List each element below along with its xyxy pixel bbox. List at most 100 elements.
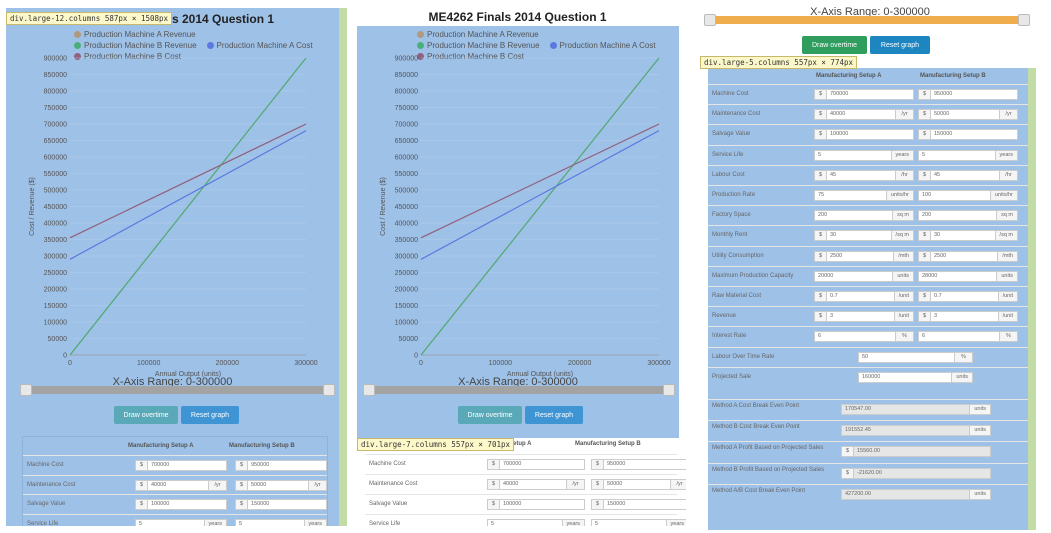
setup-b-input[interactable]: $30/sq m [918, 230, 1018, 242]
form-row: Projected Sale 160000 units [708, 366, 1028, 387]
setup-a-input[interactable]: $3/unit [814, 311, 914, 323]
input-value: 0.7 [934, 293, 942, 299]
setup-a-input[interactable]: $40000/yr [814, 109, 914, 121]
x-range-slider[interactable] [24, 386, 329, 394]
slider-handle-max[interactable] [323, 384, 335, 396]
input-value: 200 [922, 212, 932, 219]
draw-overtime-button[interactable]: Draw overtime [114, 406, 178, 424]
slider-handle-max[interactable] [1018, 14, 1030, 26]
setup-a-input[interactable]: $45/hr [814, 169, 914, 181]
input-prefix: $ [919, 251, 931, 261]
x-axis-label: Annual Output (units) [507, 371, 573, 378]
y-tick-label: 200000 [395, 287, 418, 294]
setup-a-input[interactable]: $0.7/unit [814, 291, 914, 302]
setup-b-input[interactable]: $50000/yr [235, 479, 327, 491]
setup-a-input[interactable]: $700000 [487, 459, 585, 470]
form-row: Service Life 5 years 5 years [365, 514, 686, 526]
input-suffix: /yr [895, 110, 913, 120]
setup-b-input[interactable]: 5 years [591, 519, 686, 526]
setup-b-input[interactable]: 6% [918, 331, 1018, 343]
result-label: Method A Cost Break Even Point [712, 403, 800, 409]
x-range-slider[interactable] [710, 16, 1025, 24]
setup-a-input[interactable]: $2500/mth [814, 250, 914, 262]
slider-handle-min[interactable] [20, 384, 32, 396]
setup-b-input[interactable]: $3/unit [918, 311, 1018, 323]
setup-b-input[interactable]: $2500/mth [918, 250, 1018, 262]
setup-b-input[interactable]: $950000 [918, 89, 1018, 100]
setup-a-input[interactable]: 6% [814, 331, 914, 343]
input-suffix: /yr [999, 110, 1017, 120]
input-value: 3 [934, 313, 938, 320]
setup-a-input[interactable]: 5 years [487, 519, 585, 526]
result-output[interactable]: 170547.00 units [841, 404, 991, 415]
setup-a-input[interactable]: 75 units/hr [814, 190, 914, 201]
legend-item[interactable]: Production Machine A Revenue [417, 30, 539, 39]
draw-overtime-button[interactable]: Draw overtime [802, 36, 867, 54]
field-label: Raw Material Cost [712, 293, 762, 299]
setup-a-input[interactable]: $100000 [135, 499, 227, 510]
setup-a-input[interactable]: $40000/yr [487, 479, 585, 490]
legend-item[interactable]: Production Machine A Revenue [74, 30, 196, 39]
legend-item[interactable]: Production Machine B Revenue [417, 41, 540, 50]
legend-item[interactable]: Production Machine A Cost [206, 41, 313, 50]
setup-b-input[interactable]: $50000/yr [918, 109, 1018, 121]
field-label: Maintenance Cost [712, 111, 761, 118]
result-output[interactable]: 191552.45 units [841, 425, 991, 437]
setup-a-input[interactable]: $700000 [135, 460, 227, 471]
draw-overtime-button[interactable]: Draw overtime [458, 406, 522, 424]
setup-b-input[interactable]: 5 years [235, 518, 327, 526]
shared-input[interactable]: 50% [858, 351, 973, 363]
result-output[interactable]: $15560.00 [841, 446, 991, 458]
result-output[interactable]: $ -21620.00 [841, 467, 991, 479]
reset-graph-button[interactable]: Reset graph [525, 406, 583, 424]
setup-a-input[interactable]: $100000 [814, 129, 914, 141]
setup-b-input[interactable]: $150000 [235, 499, 327, 510]
setup-a-input[interactable]: $700000 [814, 89, 914, 100]
setup-b-input[interactable]: 5 years [918, 149, 1018, 161]
result-output[interactable]: 427200.00 units [841, 488, 991, 500]
x-range-slider[interactable] [367, 386, 669, 394]
legend-item[interactable]: Production Machine B Revenue [74, 41, 197, 50]
setup-a-input[interactable]: 20000 units [814, 270, 914, 282]
setup-b-input[interactable]: 100 units/hr [918, 190, 1018, 201]
setup-b-input[interactable]: 200 sq m [918, 210, 1018, 222]
setup-a-input[interactable]: 5 years [814, 149, 914, 161]
setup-a-input[interactable]: 200 sq m [814, 210, 914, 222]
legend-item[interactable]: Production Machine A Cost [549, 41, 656, 50]
y-tick-label: 400000 [395, 221, 418, 228]
y-tick-label: 750000 [44, 105, 67, 112]
setup-a-input[interactable]: $30/sq m [814, 230, 914, 242]
input-suffix: /yr [670, 480, 686, 489]
legend-item[interactable]: Production Machine B Cost [417, 52, 524, 61]
setup-b-input[interactable]: $150000 [591, 499, 686, 510]
setup-a-input[interactable]: $100000 [487, 499, 585, 510]
series-line-4 [420, 123, 660, 239]
reset-graph-button[interactable]: Reset graph [870, 36, 930, 54]
reset-graph-button[interactable]: Reset graph [181, 406, 239, 424]
slider-handle-min[interactable] [363, 384, 375, 396]
legend-dot-icon [74, 31, 81, 38]
setup-b-input[interactable]: $0.7/unit [918, 291, 1018, 302]
setup-b-input[interactable]: $50000/yr [591, 479, 686, 490]
setup-b-input[interactable]: 28000 units [918, 270, 1018, 282]
form-row: Machine Cost $700000 $950000 [708, 84, 1028, 104]
setup-b-input[interactable]: $950000 [235, 460, 327, 471]
setup-a-input[interactable]: 5 years [135, 518, 227, 526]
setup-a-input[interactable]: $40000/yr [135, 479, 227, 491]
shared-input[interactable]: 160000 units [858, 371, 973, 383]
legend-item[interactable]: Production Machine B Cost [74, 52, 181, 61]
input-value: 40000 [503, 481, 519, 487]
setup-a-header: Manufacturing Setup A [128, 443, 194, 449]
input-value: 950000 [934, 91, 953, 97]
setup-b-input[interactable]: $150000 [918, 129, 1018, 141]
legend-dot-icon [206, 42, 214, 49]
y-tick-label: 500000 [44, 188, 67, 195]
slider-handle-min[interactable] [704, 14, 716, 26]
chart-legend: Production Machine A Revenue Production M… [417, 30, 657, 61]
series-line-2 [420, 57, 660, 356]
setup-b-input[interactable]: $45/hr [918, 169, 1018, 181]
field-label: Machine Cost [712, 91, 749, 97]
form-row: Revenue $3/unit $3/unit [708, 306, 1028, 326]
slider-handle-max[interactable] [663, 384, 675, 396]
setup-b-input[interactable]: $950000 [591, 459, 686, 470]
